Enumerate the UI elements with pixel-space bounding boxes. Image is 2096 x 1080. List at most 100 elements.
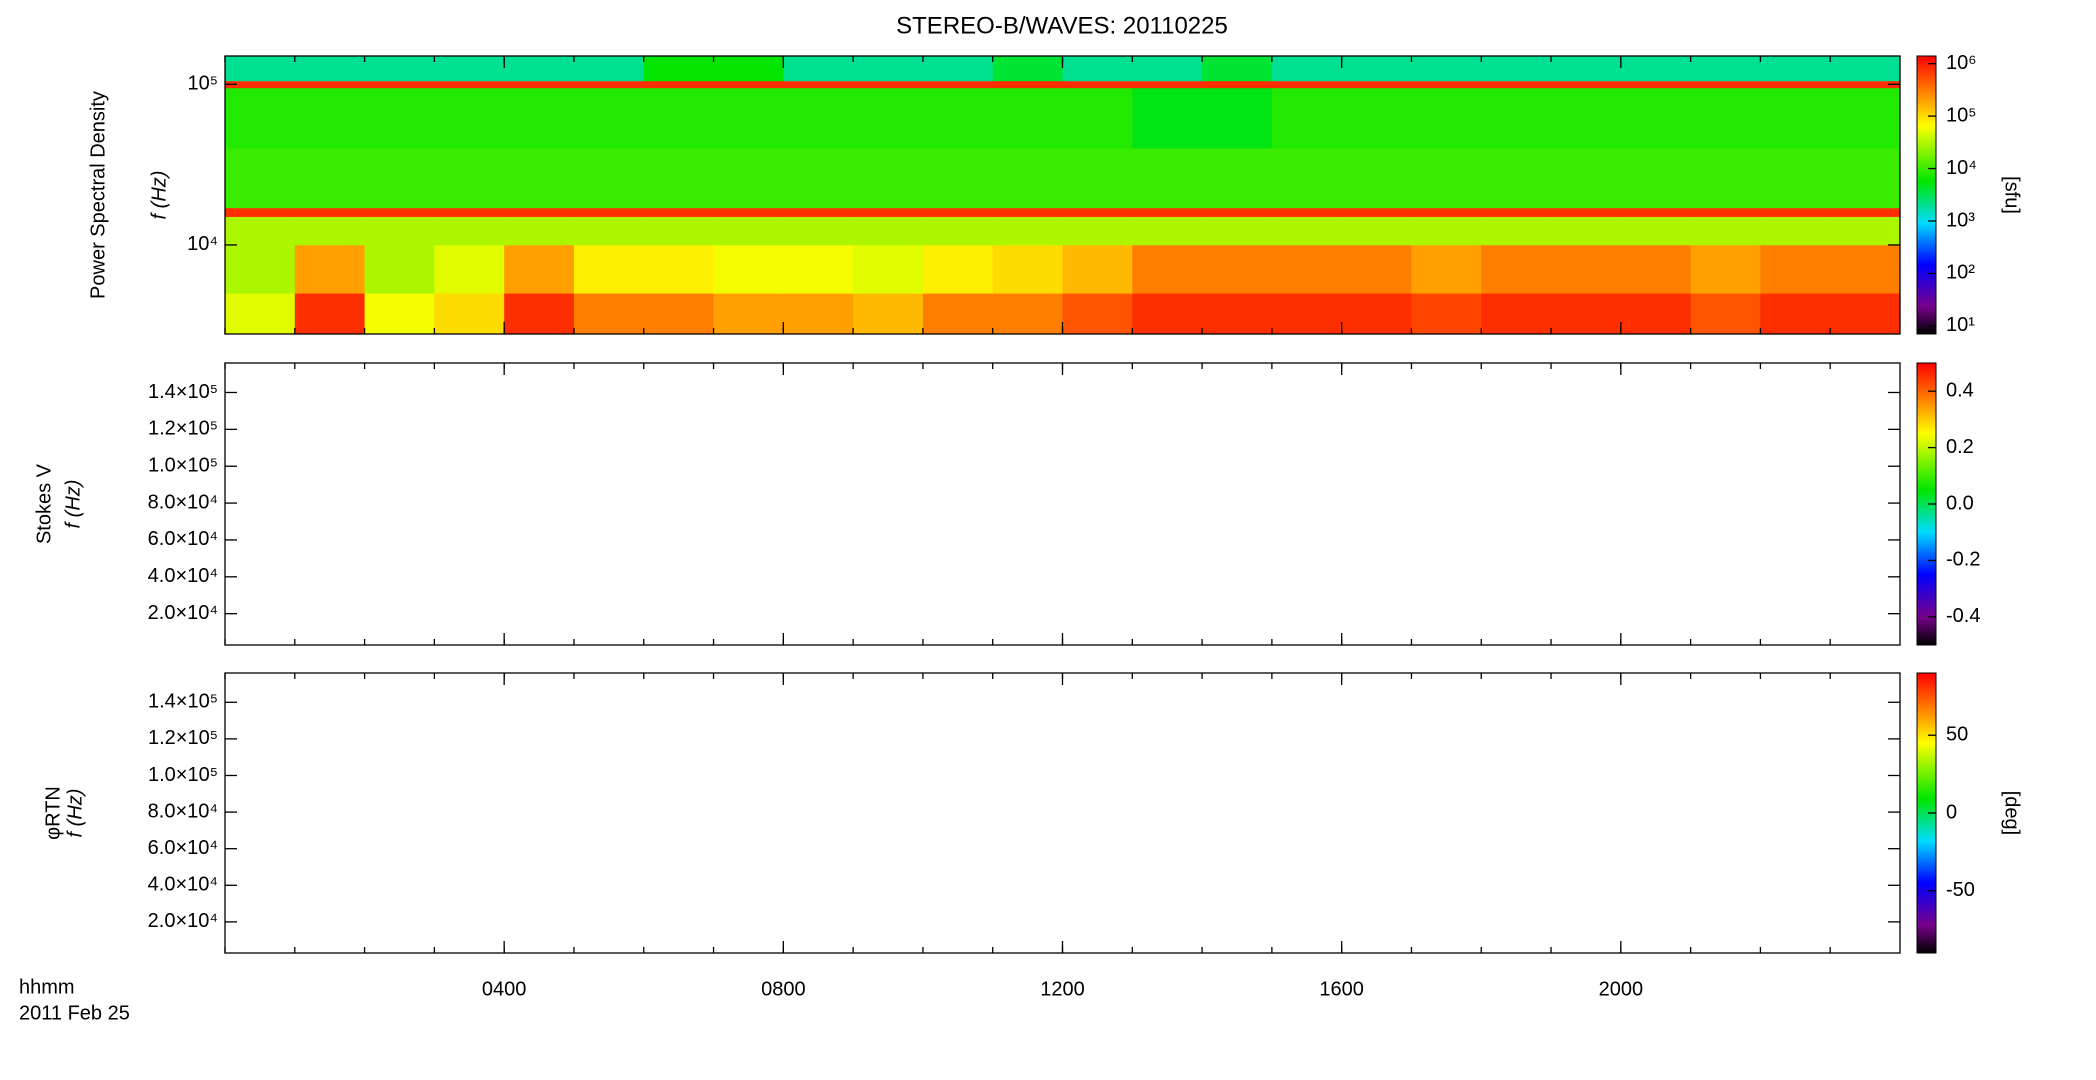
heatmap-cell	[783, 293, 854, 335]
heatmap-cell	[1411, 207, 1482, 217]
heatmap-cell	[713, 148, 784, 209]
heatmap-cell	[504, 87, 575, 149]
heatmap-cell	[853, 148, 924, 209]
y-axis-title: Power Spectral Density	[87, 91, 109, 299]
plot-frame	[224, 672, 1901, 954]
y-tick-label: 4.0×10⁴	[148, 565, 218, 587]
heatmap-cell	[853, 56, 924, 82]
heatmap-cell	[573, 56, 645, 82]
heatmap-cell	[783, 244, 854, 294]
y-tick-label: 1.0×10⁵	[148, 764, 218, 786]
heatmap-cell	[713, 207, 784, 217]
heatmap-cell	[364, 293, 435, 335]
heatmap-cell	[853, 293, 924, 335]
heatmap-cell	[504, 148, 575, 209]
colorbar-title: [deg]	[2001, 791, 2023, 835]
x-tick-label: 1600	[1319, 978, 1364, 1000]
y-tick-label: 1.0×10⁵	[148, 454, 218, 476]
heatmap-cell	[1271, 216, 1343, 246]
heatmap-cell	[1341, 80, 1412, 89]
heatmap-cell	[1202, 80, 1273, 89]
y-axis-title: Stokes V	[33, 463, 55, 544]
heatmap-cell	[643, 56, 715, 82]
heatmap-cell	[713, 87, 784, 149]
heatmap-cell	[1620, 56, 1692, 82]
heatmap-cell	[643, 207, 715, 217]
heatmap-cell	[1481, 293, 1552, 335]
heatmap-cell	[1202, 148, 1273, 209]
heatmap-cell	[1062, 87, 1133, 149]
heatmap-cell	[1411, 148, 1482, 209]
heatmap-cell	[1551, 293, 1622, 335]
heatmap-cell	[1620, 87, 1692, 149]
heatmap-cell	[1341, 148, 1412, 209]
heatmap-cell	[1760, 207, 1831, 217]
heatmap-cell	[1760, 148, 1831, 209]
heatmap-cell	[1062, 216, 1133, 246]
heatmap-cell	[1341, 207, 1412, 217]
heatmap-cell	[1760, 56, 1831, 82]
heatmap-cell	[1341, 293, 1412, 335]
heatmap-cell	[1830, 148, 1901, 209]
heatmap-cell	[225, 148, 296, 209]
heatmap-cell	[573, 207, 645, 217]
heatmap-cell	[1062, 207, 1133, 217]
heatmap-cell	[1760, 80, 1831, 89]
heatmap-cell	[1481, 80, 1552, 89]
heatmap-cell	[922, 244, 994, 294]
heatmap-cell	[1132, 244, 1203, 294]
colorbar-tick-label: 10⁵	[1946, 104, 1977, 126]
heatmap-cell	[294, 87, 366, 149]
heatmap-cell	[434, 87, 505, 149]
heatmap-cell	[1481, 87, 1552, 149]
heatmap-cell	[364, 87, 435, 149]
heatmap-cell	[1062, 148, 1133, 209]
y-tick-label: 6.0×10⁴	[148, 837, 218, 859]
heatmap-cell	[1132, 293, 1203, 335]
heatmap-cell	[922, 293, 994, 335]
y-tick-label: 10⁴	[187, 233, 218, 255]
heatmap-cell	[643, 87, 715, 149]
heatmap-cell	[1411, 293, 1482, 335]
heatmap-cell	[1690, 80, 1761, 89]
x-tick-label: 0800	[761, 978, 806, 1000]
heatmap-cell	[1411, 80, 1482, 89]
heatmap-cell	[573, 293, 645, 335]
heatmap-cell	[225, 244, 296, 294]
heatmap-cell	[783, 80, 854, 89]
heatmap-cell	[1132, 207, 1203, 217]
heatmap-cell	[1690, 87, 1761, 149]
heatmap-cell	[922, 80, 994, 89]
x-tick-label: 0400	[482, 978, 527, 1000]
heatmap-cell	[1481, 216, 1552, 246]
heatmap-cell	[1830, 80, 1901, 89]
heatmap-cell	[294, 56, 366, 82]
heatmap-cell	[294, 216, 366, 246]
heatmap-cell	[364, 207, 435, 217]
heatmap-cell	[643, 148, 715, 209]
colorbar-tick-label: 10⁶	[1946, 52, 1976, 74]
colorbar-tick-label: -50	[1946, 879, 1975, 901]
heatmap-cell	[1760, 216, 1831, 246]
y-tick-label: 1.4×10⁵	[148, 381, 218, 403]
heatmap-cell	[713, 293, 784, 335]
heatmap-cell	[1551, 56, 1622, 82]
heatmap-cell	[1341, 87, 1412, 149]
heatmap-cell	[1830, 207, 1901, 217]
heatmap-cell	[573, 87, 645, 149]
heatmap-cell	[294, 244, 366, 294]
heatmap-cell	[1830, 216, 1901, 246]
heatmap-cell	[364, 148, 435, 209]
heatmap-cell	[225, 80, 296, 89]
heatmap-cell	[992, 216, 1063, 246]
heatmap-cell	[1830, 293, 1901, 335]
heatmap-cell	[922, 148, 994, 209]
heatmap-cell	[992, 244, 1063, 294]
heatmap-cell	[1202, 244, 1273, 294]
heatmap-cell	[853, 87, 924, 149]
heatmap-cell	[1271, 207, 1343, 217]
heatmap-cell	[1830, 87, 1901, 149]
heatmap-cell	[1551, 244, 1622, 294]
heatmap-cell	[1690, 207, 1761, 217]
heatmap-cell	[294, 148, 366, 209]
